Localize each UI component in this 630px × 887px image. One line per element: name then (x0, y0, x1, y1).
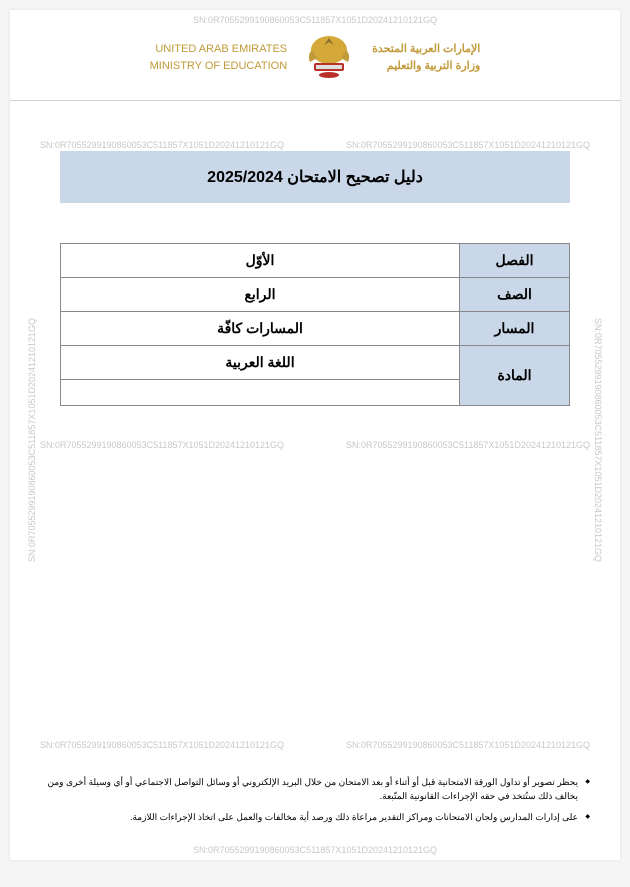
value-grade: الرابع (61, 278, 460, 312)
label-subject: المادة (460, 346, 570, 406)
footer-note-1: يحظر تصوير أو تداول الورقة الامتحانية قب… (40, 775, 590, 804)
table-row: المادة اللغة العربية (61, 346, 570, 380)
value-empty (61, 380, 460, 406)
uae-emblem-icon (302, 30, 357, 85)
watermark-side-left: SN:0R7055299190860053C511857X1051D202412… (27, 318, 37, 562)
document-page: SN:0R7055299190860053C511857X1051D202412… (10, 10, 620, 860)
table-row: الفصل الأوّل (61, 244, 570, 278)
label-semester: الفصل (460, 244, 570, 278)
table-row: المسار المسارات كافّة (61, 312, 570, 346)
watermark-side-right: SN:0R7055299190860053C511857X1051D202412… (593, 318, 603, 562)
watermark-r1-left: SN:0R7055299190860053C511857X1051D202412… (40, 140, 284, 150)
watermark-r1-right: SN:0R7055299190860053C511857X1051D202412… (346, 140, 590, 150)
header-ar-line2: وزارة التربية والتعليم (372, 58, 480, 75)
label-grade: الصف (460, 278, 570, 312)
header-ar-line1: الإمارات العربية المتحدة (372, 41, 480, 58)
header-en-line2: MINISTRY OF EDUCATION (150, 58, 288, 75)
table-row: الصف الرابع (61, 278, 570, 312)
footer-notes: يحظر تصوير أو تداول الورقة الامتحانية قب… (40, 775, 590, 830)
watermark-r2-right: SN:0R7055299190860053C511857X1051D202412… (346, 440, 590, 450)
label-track: المسار (460, 312, 570, 346)
watermark-r2-left: SN:0R7055299190860053C511857X1051D202412… (40, 440, 284, 450)
info-table: الفصل الأوّل الصف الرابع المسار المسارات… (60, 243, 570, 406)
value-subject: اللغة العربية (61, 346, 460, 380)
watermark-r3-right: SN:0R7055299190860053C511857X1051D202412… (346, 740, 590, 750)
value-track: المسارات كافّة (61, 312, 460, 346)
value-semester: الأوّل (61, 244, 460, 278)
footer-note-2: على إدارات المدارس ولجان الامتحانات ومرا… (40, 810, 590, 824)
document-title: دليل تصحيح الامتحان 2025/2024 (60, 151, 570, 203)
watermark-bottom: SN:0R7055299190860053C511857X1051D202412… (193, 845, 437, 855)
header-en-line1: UNITED ARAB EMIRATES (150, 41, 288, 58)
watermark-top: SN:0R7055299190860053C511857X1051D202412… (193, 15, 437, 25)
header-english: UNITED ARAB EMIRATES MINISTRY OF EDUCATI… (150, 41, 288, 74)
watermark-r3-left: SN:0R7055299190860053C511857X1051D202412… (40, 740, 284, 750)
header-arabic: الإمارات العربية المتحدة وزارة التربية و… (372, 41, 480, 74)
